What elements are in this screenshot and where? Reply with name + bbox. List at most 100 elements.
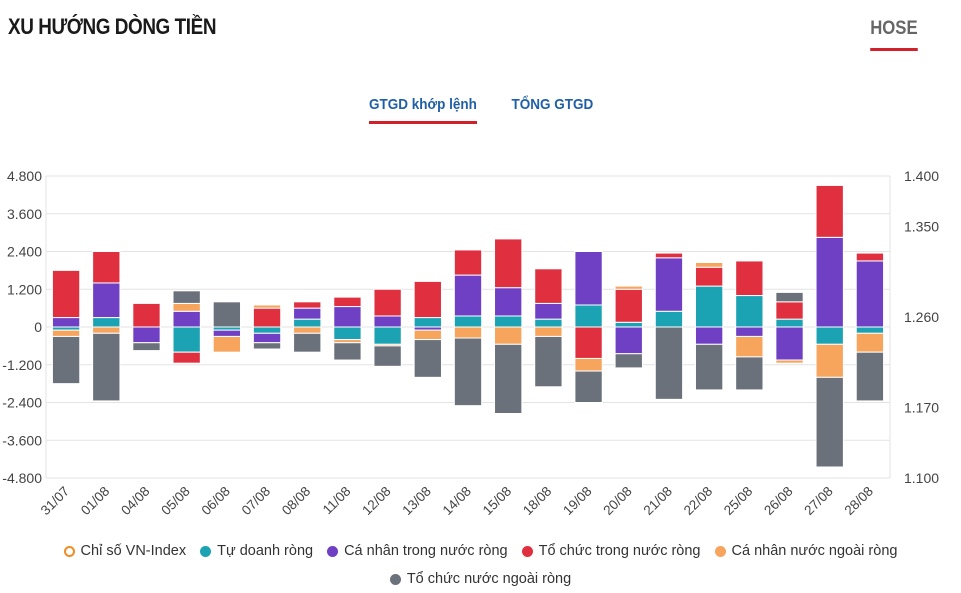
bar-segment	[453, 249, 483, 276]
bar-segment	[574, 326, 603, 359]
bar-segment	[293, 301, 322, 309]
bar-segment	[614, 288, 643, 323]
bar-segment	[574, 304, 603, 328]
legend-item-tu-doanh[interactable]: Tự doanh ròng	[200, 543, 313, 559]
bar-segment	[815, 326, 844, 345]
x-tick-label: 12/08	[359, 484, 394, 519]
bar-segment	[413, 329, 442, 341]
bar-segment	[614, 285, 643, 290]
bar-segment	[534, 302, 563, 320]
bar-segment	[333, 326, 362, 341]
bar-segment	[51, 317, 81, 328]
y-left-tick-label: 1.200	[7, 281, 42, 297]
y-left-tick-label: 0	[34, 319, 42, 335]
bar-segment	[694, 285, 724, 328]
bar-segment	[534, 326, 563, 337]
bar-segment	[815, 343, 844, 378]
x-tick-label: 07/08	[239, 484, 274, 519]
y-right-tick-label: 1.170	[904, 400, 939, 416]
bar-segment	[775, 301, 804, 320]
bar-segment	[252, 307, 282, 328]
bar-segment	[132, 302, 161, 328]
bar-segment	[92, 317, 121, 328]
bar-segment	[855, 351, 885, 402]
x-tick-label: 08/08	[279, 484, 314, 519]
bar-segment	[815, 236, 844, 328]
tab-tong-gtgd[interactable]: TỔNG GTGD	[511, 96, 594, 113]
legend-item-to-chuc-trong-nuoc[interactable]: Tổ chức trong nước ròng	[521, 543, 701, 559]
bar-segment	[293, 307, 322, 320]
bar-segment	[775, 359, 804, 364]
x-tick-label: 01/08	[78, 484, 113, 519]
y-left-tick-label: -3.600	[2, 432, 42, 448]
x-tick-label: 31/07	[38, 484, 73, 519]
bar-segment	[333, 296, 362, 308]
x-tick-label: 21/08	[641, 484, 676, 519]
bar-segment	[735, 295, 764, 328]
x-tick-label: 27/08	[801, 484, 836, 519]
bar-segment	[654, 310, 684, 328]
legend-label: Cá nhân trong nước ròng	[344, 543, 508, 559]
legend-marker-icon	[389, 573, 401, 585]
bar-segment	[815, 376, 844, 468]
bar-segment	[132, 326, 161, 344]
y-left-tick-label: -4.800	[2, 470, 42, 486]
bar-segment	[92, 332, 121, 402]
exchange-selector-hose[interactable]: HOSE	[870, 18, 918, 51]
bar-segment	[694, 343, 724, 391]
legend-label: Chỉ số VN-Index	[80, 543, 187, 559]
y-left-tick-label: -2.400	[2, 395, 42, 411]
bar-segment	[212, 329, 242, 337]
y-left-tick-label: -1.200	[2, 357, 42, 373]
legend-item-ca-nhan-trong-nuoc[interactable]: Cá nhân trong nước ròng	[327, 543, 508, 559]
bar-segment	[252, 304, 282, 309]
legend-label: Cá nhân nước ngoài ròng	[731, 543, 898, 559]
bar-segment	[373, 326, 402, 345]
y-left-tick-label: 3.600	[7, 206, 42, 222]
legend-marker-icon	[327, 545, 339, 557]
bar-segment	[252, 326, 282, 334]
page-title: XU HƯỚNG DÒNG TIỀN	[8, 14, 217, 39]
x-tick-label: 06/08	[198, 484, 233, 519]
bar-segment	[614, 326, 643, 355]
bar-segment	[172, 326, 201, 353]
bar-segment	[574, 357, 603, 372]
bar-segment	[494, 238, 523, 289]
bar-segment	[654, 252, 684, 259]
bar-segment	[855, 260, 885, 328]
y-left-tick-label: 4.800	[7, 168, 42, 184]
bar-segment	[373, 288, 402, 317]
bar-segment	[212, 301, 242, 328]
x-tick-label: 25/08	[721, 484, 756, 519]
bar-segment	[735, 260, 764, 297]
bar-segment	[333, 306, 362, 328]
legend-item-to-chuc-nuoc-ngoai[interactable]: Tổ chức nước ngoài ròng	[389, 571, 571, 587]
y-right-tick-label: 1.260	[904, 309, 939, 325]
bar-segment	[413, 280, 442, 319]
bar-segment	[654, 257, 684, 312]
legend-item-vnindex[interactable]: Chỉ số VN-Index	[63, 543, 187, 559]
bar-segment	[293, 326, 322, 334]
x-tick-label: 05/08	[158, 484, 193, 519]
bar-segment	[534, 335, 563, 388]
bar-segment	[534, 268, 563, 304]
bar-segment	[574, 370, 603, 404]
legend-label: Tổ chức trong nước ròng	[538, 543, 701, 559]
chart-legend: Chỉ số VN-Index Tự doanh ròng Cá nhân tr…	[0, 543, 961, 587]
bar-segment	[735, 356, 764, 391]
x-tick-label: 19/08	[560, 484, 595, 519]
bar-segment	[494, 343, 523, 415]
bar-segment	[815, 184, 844, 238]
legend-marker-icon	[63, 545, 75, 557]
bar-segment	[172, 302, 201, 312]
bar-segment	[92, 251, 121, 284]
bar-segment	[614, 321, 643, 328]
y-right-tick-label: 1.100	[904, 470, 939, 486]
bar-segment	[534, 318, 563, 328]
bar-segment	[574, 251, 603, 306]
x-tick-label: 14/08	[440, 484, 475, 519]
bar-segment	[654, 326, 684, 400]
bar-segment	[293, 332, 322, 353]
tab-gtgd-khop-lenh[interactable]: GTGD khớp lệnh	[369, 96, 478, 124]
legend-item-ca-nhan-nuoc-ngoai[interactable]: Cá nhân nước ngoài ròng	[714, 543, 898, 559]
